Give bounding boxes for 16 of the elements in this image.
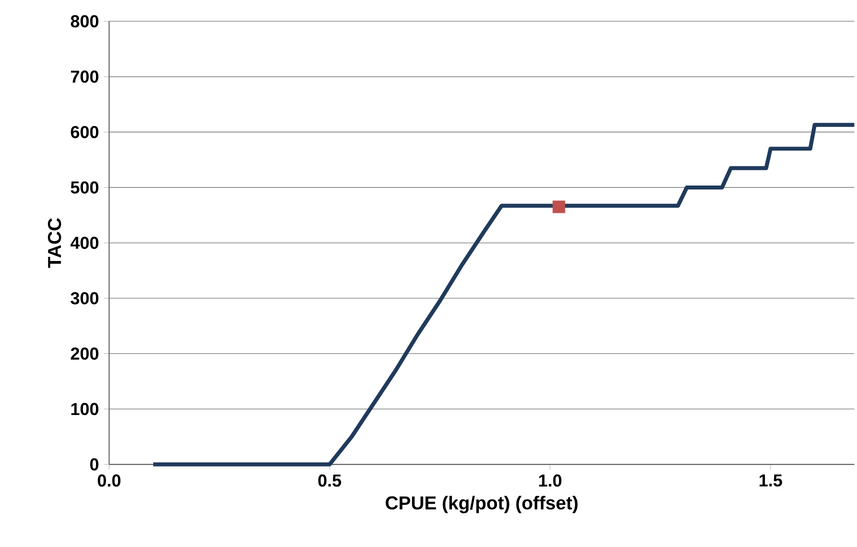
y-tick-label: 600 (70, 126, 98, 138)
y-tick-label: 500 (70, 181, 98, 194)
y-tick-label: 0 (90, 458, 98, 471)
y-tick-label: 300 (70, 292, 98, 304)
x-tick-label: 1.0 (539, 474, 562, 487)
y-tick-label: 200 (70, 348, 98, 360)
y-tick-label: 800 (70, 15, 98, 28)
y-axis-title: TACC (48, 218, 62, 268)
x-tick-label: 0.0 (98, 474, 120, 487)
x-axis-title: CPUE (kg/pot) (offset) (386, 496, 578, 514)
y-tick-label: 100 (71, 402, 98, 416)
x-tick-label: 1.5 (760, 474, 782, 487)
y-tick-label: 700 (70, 70, 98, 83)
line-series (151, 122, 856, 466)
y-tick-label: 400 (70, 236, 98, 250)
x-tick-label: 0.5 (318, 474, 342, 487)
